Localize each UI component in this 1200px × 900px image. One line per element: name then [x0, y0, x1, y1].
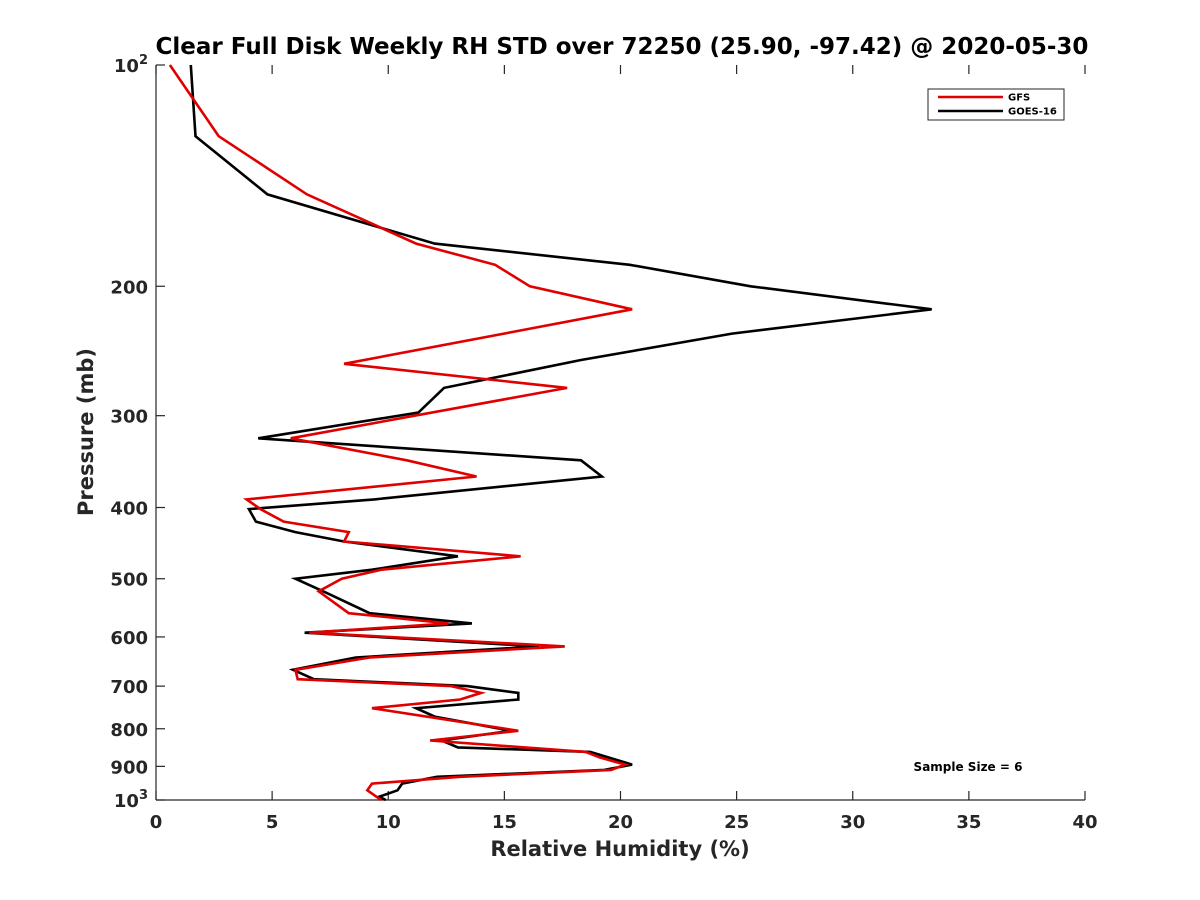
x-tick-label: 15 — [492, 812, 517, 833]
y-tick-label: 500 — [110, 570, 148, 591]
series-line-goes-16 — [189, 64, 932, 802]
x-tick-label: 25 — [724, 812, 749, 833]
legend: GFS GOES-16 — [927, 88, 1065, 121]
plot-area: 0 5 10 15 20 25 30 35 40 102 200 300 400 500 600 700 80… — [110, 53, 1097, 833]
x-axis-ticks: 0 5 10 15 20 25 30 35 40 — [150, 65, 1098, 833]
x-tick-label: 35 — [956, 812, 981, 833]
x-tick-label: 5 — [266, 812, 279, 833]
x-tick-label: 40 — [1072, 812, 1097, 833]
y-tick-label: 600 — [110, 628, 148, 649]
y-axis-label: Pressure (mb) — [74, 348, 98, 516]
legend-label-gfs: GFS — [1008, 93, 1030, 104]
x-axis-label: Relative Humidity (%) — [490, 837, 749, 861]
y-tick-label: 800 — [110, 720, 148, 741]
x-tick-label: 10 — [376, 812, 401, 833]
chart-title: Clear Full Disk Weekly RH STD over 72250… — [156, 34, 1089, 60]
y-tick-label: 900 — [110, 757, 148, 778]
legend-box — [927, 88, 1065, 121]
y-tick-label: 700 — [110, 677, 148, 698]
y-tick-label: 400 — [110, 499, 148, 520]
y-tick-label: 102 — [114, 53, 148, 77]
y-tick-label: 300 — [110, 407, 148, 428]
x-tick-label: 0 — [150, 812, 163, 833]
series-line-gfs — [168, 64, 633, 802]
y-axis-ticks: 102 200 300 400 500 600 700 800 900 103 — [110, 53, 165, 812]
legend-label-goes-16: GOES-16 — [1008, 107, 1057, 118]
series-layer — [168, 64, 932, 802]
y-tick-label: 103 — [114, 788, 148, 812]
y-tick-label: 200 — [110, 277, 148, 298]
x-tick-label: 20 — [608, 812, 633, 833]
sample-size-annotation: Sample Size = 6 — [914, 760, 1023, 774]
x-tick-label: 30 — [840, 812, 865, 833]
